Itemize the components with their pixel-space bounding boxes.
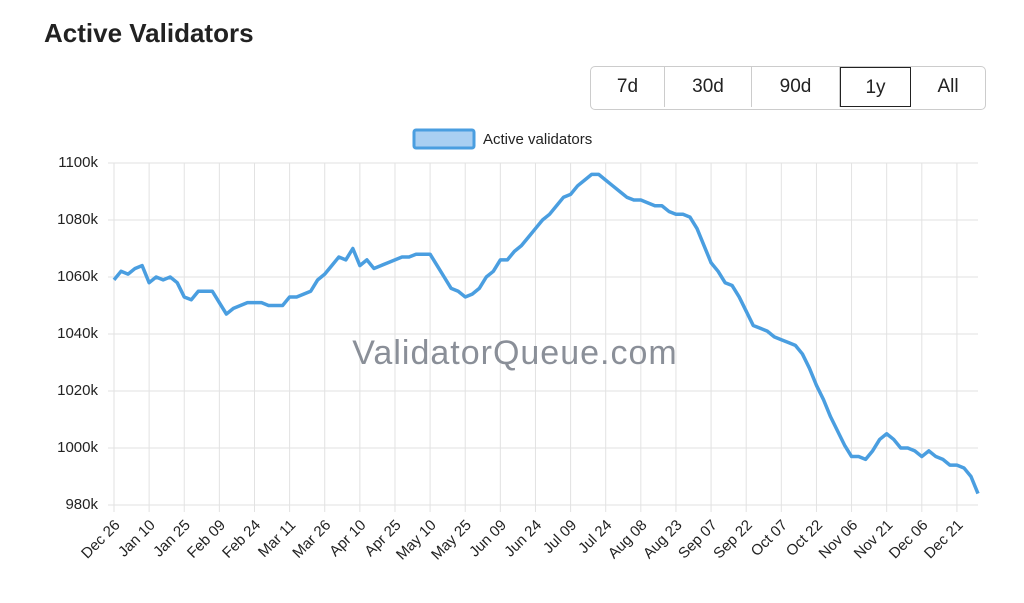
- x-tick-label: Oct 07: [748, 517, 791, 560]
- legend-label: Active validators: [483, 131, 592, 148]
- legend-swatch: [412, 128, 476, 150]
- x-tick-label: Dec 06: [886, 517, 932, 563]
- data-line: [112, 172, 980, 495]
- range-button[interactable]: 7d: [591, 67, 665, 107]
- x-tick-label: May 25: [428, 517, 475, 564]
- y-tick-label: 1080k: [57, 211, 98, 228]
- y-tick-label: 1100k: [58, 154, 98, 171]
- x-tick-label: Dec 21: [921, 517, 967, 563]
- x-tick-label: Feb 24: [219, 517, 264, 562]
- range-button[interactable]: 1y: [840, 67, 911, 107]
- x-tick-label: Dec 26: [78, 517, 124, 563]
- x-tick-label: Aug 08: [605, 517, 651, 563]
- y-tick-label: 1040k: [57, 325, 98, 342]
- x-tick-label: Sep 07: [675, 517, 721, 563]
- x-tick-label: Jun 09: [466, 517, 510, 561]
- y-tick-label: 1020k: [57, 382, 98, 399]
- x-tick-label: Nov 06: [816, 517, 862, 563]
- y-tick-label: 1060k: [57, 268, 98, 285]
- y-tick-label: 980k: [65, 496, 98, 513]
- range-button[interactable]: 30d: [665, 67, 752, 107]
- x-tick-label: Aug 23: [640, 517, 686, 563]
- x-tick-label: Apr 10: [326, 517, 369, 560]
- x-tick-label: Nov 21: [851, 517, 897, 563]
- page-title: Active Validators: [44, 18, 254, 48]
- range-button[interactable]: 90d: [752, 67, 840, 107]
- range-button[interactable]: All: [937, 76, 959, 97]
- y-tick-label: 1000k: [57, 439, 98, 456]
- range-buttons: 7d 30d 90d 1y All: [590, 66, 986, 110]
- x-tick-label: Jun 24: [501, 517, 545, 561]
- x-tick-label: Feb 09: [184, 517, 229, 562]
- x-tick-label: Jul 09: [540, 517, 580, 557]
- x-tick-label: Sep 22: [710, 517, 756, 563]
- x-tick-label: Jan 10: [115, 517, 159, 561]
- x-tick-label: Mar 26: [289, 517, 334, 562]
- watermark: ValidatorQueue.com: [352, 334, 677, 372]
